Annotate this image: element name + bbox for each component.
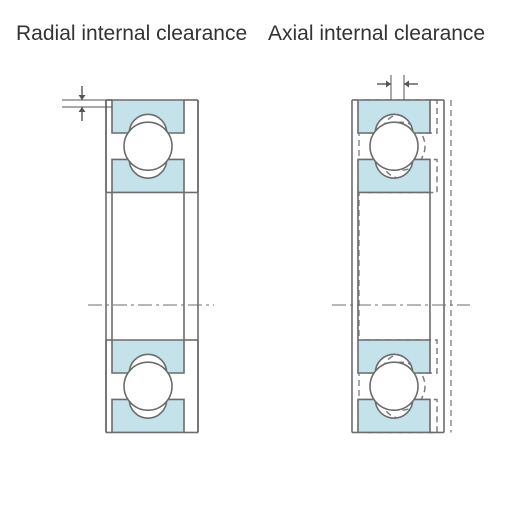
axial-title: Axial internal clearance [268,22,485,46]
axial-diagram [276,60,496,460]
radial-diagram [30,60,230,460]
radial-title: Radial internal clearance [16,22,247,46]
